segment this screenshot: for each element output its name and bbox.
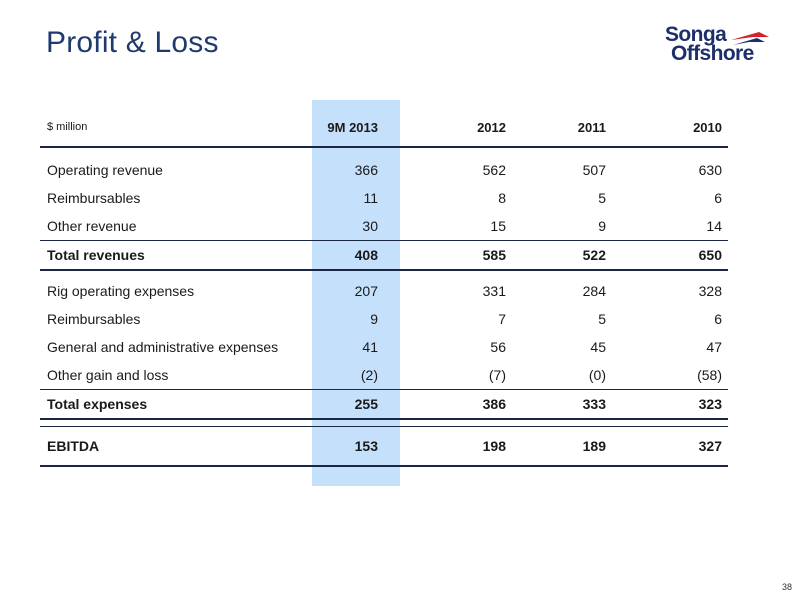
row-label: Total expenses xyxy=(40,389,290,420)
cell-value: 327 xyxy=(610,426,728,467)
table-row: Rig operating expenses 207 331 284 328 xyxy=(40,270,728,305)
page-title: Profit & Loss xyxy=(46,26,219,59)
cell-value: 11 xyxy=(363,190,378,206)
cell-value: 15 xyxy=(490,218,506,234)
table-row: Operating revenue 366 562 507 630 xyxy=(40,147,728,184)
row-label: Operating revenue xyxy=(47,162,163,178)
cell-value: 562 xyxy=(482,162,506,178)
cell-value: 255 xyxy=(290,389,386,420)
cell-value: (2) xyxy=(360,367,378,383)
column-highlight xyxy=(312,100,400,486)
table-row: Other revenue 30 15 9 14 xyxy=(40,212,728,241)
row-label: EBITDA xyxy=(40,426,290,467)
table-row: Reimbursables 9 7 5 6 xyxy=(40,305,728,333)
table-row: General and administrative expenses 41 5… xyxy=(40,333,728,361)
cell-value: 7 xyxy=(498,311,506,327)
table-row: Other gain and loss (2) (7) (0) (58) xyxy=(40,361,728,390)
table-header-row: $ million 9M 2013 2012 2011 2010 xyxy=(40,108,728,148)
cell-value: 522 xyxy=(510,240,610,271)
logo-text-line1: Songa xyxy=(665,23,727,46)
cell-value: 189 xyxy=(510,426,610,467)
cell-value: 5 xyxy=(598,190,606,206)
cell-value: 6 xyxy=(714,190,722,206)
cell-value: 9 xyxy=(370,311,378,327)
cell-value: (7) xyxy=(488,367,506,383)
row-label: Total revenues xyxy=(40,240,290,271)
cell-value: (0) xyxy=(588,367,606,383)
cell-value: 323 xyxy=(610,389,728,420)
row-label: Reimbursables xyxy=(47,311,141,327)
header-2012: 2012 xyxy=(386,108,510,148)
table-spacer xyxy=(40,419,728,427)
cell-value: 6 xyxy=(714,311,722,327)
row-label: General and administrative expenses xyxy=(47,339,279,355)
header-2010: 2010 xyxy=(610,108,728,148)
cell-value: 8 xyxy=(498,190,506,206)
cell-value: 333 xyxy=(510,389,610,420)
row-label: Other gain and loss xyxy=(47,367,169,383)
cell-value: 585 xyxy=(386,240,510,271)
header-unit: $ million xyxy=(40,108,290,148)
page-number: 38 xyxy=(781,582,792,592)
total-row: Total expenses 255 386 333 323 xyxy=(40,389,728,420)
table-row: Reimbursables 11 8 5 6 xyxy=(40,184,728,212)
cell-value: 41 xyxy=(362,339,378,355)
cell-value: 9 xyxy=(598,218,606,234)
cell-value: (58) xyxy=(697,367,722,383)
logo-swoosh-icon xyxy=(731,32,769,45)
row-label: Reimbursables xyxy=(47,190,141,206)
cell-value: 153 xyxy=(290,426,386,467)
pl-table-wrapper: $ million 9M 2013 2012 2011 2010 Operati… xyxy=(40,108,728,467)
row-label: Other revenue xyxy=(47,218,137,234)
cell-value: 56 xyxy=(490,339,506,355)
row-label: Rig operating expenses xyxy=(47,283,195,299)
company-logo: Songa Offshore xyxy=(663,22,773,70)
cell-value: 45 xyxy=(590,339,606,355)
header-2011: 2011 xyxy=(510,108,610,148)
cell-value: 47 xyxy=(706,339,722,355)
logo-text-line2: Offshore xyxy=(671,42,754,65)
cell-value: 650 xyxy=(610,240,728,271)
cell-value: 507 xyxy=(582,162,606,178)
cell-value: 630 xyxy=(698,162,722,178)
profit-loss-table: $ million 9M 2013 2012 2011 2010 Operati… xyxy=(40,108,728,467)
cell-value: 328 xyxy=(698,283,722,299)
ebitda-row: EBITDA 153 198 189 327 xyxy=(40,426,728,467)
cell-value: 408 xyxy=(290,240,386,271)
cell-value: 284 xyxy=(582,283,606,299)
cell-value: 14 xyxy=(706,218,722,234)
cell-value: 331 xyxy=(482,283,506,299)
cell-value: 30 xyxy=(362,218,378,234)
total-row: Total revenues 408 585 522 650 xyxy=(40,240,728,271)
cell-value: 386 xyxy=(386,389,510,420)
cell-value: 5 xyxy=(598,311,606,327)
cell-value: 198 xyxy=(386,426,510,467)
cell-value: 207 xyxy=(354,283,378,299)
header-9m2013: 9M 2013 xyxy=(290,108,386,148)
cell-value: 366 xyxy=(354,162,378,178)
